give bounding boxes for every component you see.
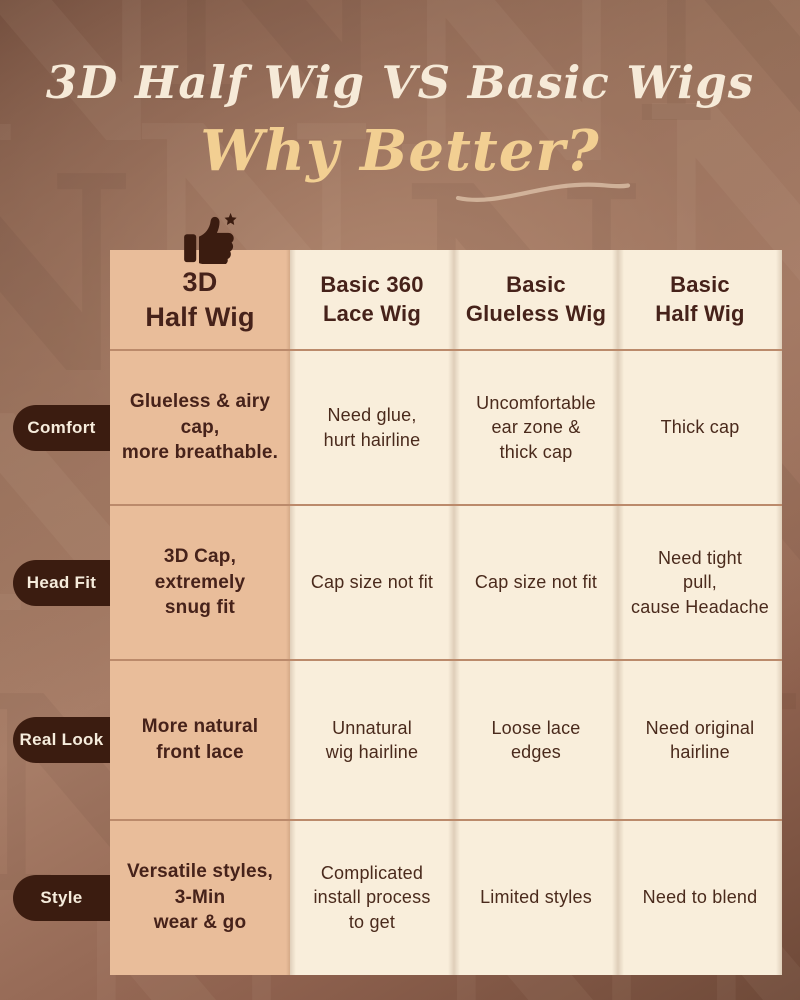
cell-style-col1: Versatile styles, 3-Min wear & go xyxy=(110,820,290,975)
column-header-basic-half-wig: Basic Half Wig xyxy=(618,250,782,350)
cell-style-col3: Limited styles xyxy=(454,820,618,975)
cell-head-fit-col4: Need tight pull, cause Headache xyxy=(618,505,782,660)
cell-comfort-col1: Glueless & airy cap, more breathable. xyxy=(110,350,290,505)
cell-comfort-col4: Thick cap xyxy=(618,350,782,505)
row-label-head-fit: Head Fit xyxy=(13,559,110,606)
thumbs-up-star-icon xyxy=(172,212,252,264)
cell-head-fit-col1: 3D Cap, extremely snug fit xyxy=(110,505,290,660)
row-separator xyxy=(110,349,782,351)
row-separator xyxy=(110,819,782,821)
cell-real-look-col2: Unnatural wig hairline xyxy=(290,660,454,820)
page-title: 3D Half Wig VS Basic Wigs xyxy=(45,56,755,109)
cell-style-col2: Complicated install process to get xyxy=(290,820,454,975)
cell-style-col4: Need to blend xyxy=(618,820,782,975)
cell-head-fit-col2: Cap size not fit xyxy=(290,505,454,660)
column-header-3d-half-wig: 3D Half Wig xyxy=(110,250,290,350)
row-label-real-look: Real Look xyxy=(13,717,110,763)
cell-comfort-col2: Need glue, hurt hairline xyxy=(290,350,454,505)
column-header-basic-glueless-wig: Basic Glueless Wig xyxy=(454,250,618,350)
cell-real-look-col1: More natural front lace xyxy=(110,660,290,820)
cell-real-look-col3: Loose lace edges xyxy=(454,660,618,820)
page-subtitle: Why Better? xyxy=(200,118,600,184)
row-label-comfort: Comfort xyxy=(13,404,110,451)
row-separator xyxy=(110,659,782,661)
row-separator xyxy=(110,504,782,506)
comparison-table: 3D Half Wig Basic 360 Lace Wig Basic Gluel… xyxy=(0,250,782,975)
cell-real-look-col4: Need original hairline xyxy=(618,660,782,820)
row-label-style: Style xyxy=(13,874,110,921)
cell-head-fit-col3: Cap size not fit xyxy=(454,505,618,660)
swoosh-underline xyxy=(455,182,631,203)
column-header-basic-360-lace-wig: Basic 360 Lace Wig xyxy=(290,250,454,350)
cell-comfort-col3: Uncomfortable ear zone & thick cap xyxy=(454,350,618,505)
